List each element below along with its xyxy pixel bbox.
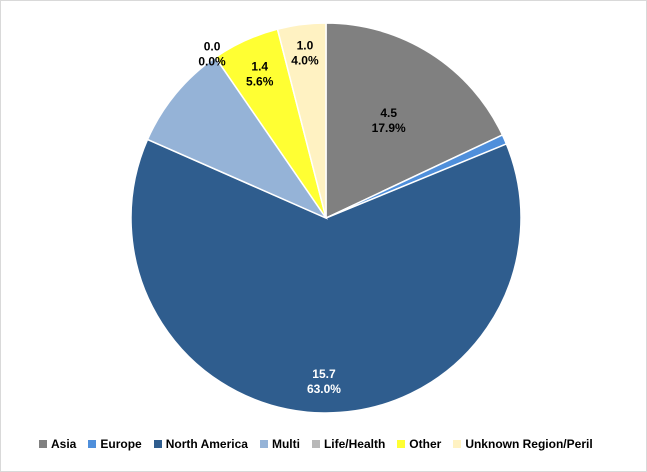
legend-item-life-health: Life/Health <box>311 437 386 451</box>
legend-label-asia: Asia <box>51 437 77 451</box>
legend-swatch-other <box>397 440 406 448</box>
data-label-percent-other: 5.6% <box>246 74 274 88</box>
legend-label-other: Other <box>409 437 442 451</box>
data-label-value-north-america: 15.7 <box>312 367 336 381</box>
legend-label-unknown-region-peril: Unknown Region/Peril <box>465 437 593 451</box>
data-label-percent-life-health: 0.0% <box>198 55 226 69</box>
data-label-percent-north-america: 63.0% <box>307 382 341 396</box>
pie-slice-asia <box>325 22 504 220</box>
legend: Asia Europe North America Multi Life/Health O… <box>39 437 593 451</box>
legend-label-europe: Europe <box>100 437 142 451</box>
data-label-value-asia: 4.5 <box>380 106 397 120</box>
data-label-percent-unknown-region-peril: 4.0% <box>291 54 319 68</box>
legend-swatch-unknown-region-peril <box>453 440 462 448</box>
legend-label-life-health: Life/Health <box>323 437 386 451</box>
legend-item-multi: Multi <box>259 437 300 451</box>
data-label-percent-asia: 17.9% <box>372 121 406 135</box>
legend-swatch-europe <box>88 440 97 448</box>
data-label-value-unknown-region-peril: 1.0 <box>297 39 314 53</box>
pie-slice-unknown-region-peril <box>276 22 327 219</box>
legend-swatch-asia <box>39 440 47 448</box>
legend-item-europe: Europe <box>88 437 142 451</box>
legend-item-other: Other <box>397 437 441 451</box>
data-label-value-life-health: 0.0 <box>204 40 221 54</box>
data-label-value-other: 1.4 <box>251 59 268 73</box>
legend-label-north-america: North America <box>165 437 248 451</box>
legend-item-unknown-region-peril: Unknown Region/Peril <box>453 437 593 451</box>
legend-swatch-multi <box>259 440 268 448</box>
legend-label-multi: Multi <box>271 437 300 451</box>
pie-slice-north-america <box>130 138 522 414</box>
legend-item-north-america: North America <box>153 437 248 451</box>
legend-swatch-life-health <box>311 440 320 448</box>
legend-item-asia: Asia <box>39 437 76 451</box>
legend-swatch-north-america <box>153 440 162 448</box>
pie-slice-multi <box>146 56 329 220</box>
